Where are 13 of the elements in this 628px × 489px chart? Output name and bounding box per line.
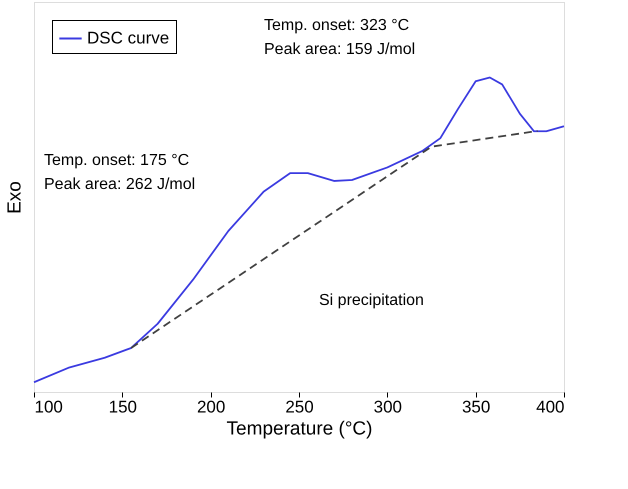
x-tick-label: 300 (374, 398, 402, 416)
text: Temp. onset: 323 °C Peak area: 159 J/mol (264, 17, 416, 58)
x-tick-label: 350 (462, 398, 490, 416)
x-axis-title: Temperature (°C) (226, 418, 372, 440)
x-tick-label: 100 (34, 398, 63, 416)
x-tick-label: 150 (108, 398, 138, 416)
x-tick-label: 400 (536, 398, 564, 416)
legend-label: DSC curve (87, 28, 170, 48)
y-axis-title: Exo (4, 181, 26, 214)
x-tick-label: 250 (285, 398, 314, 416)
annotation: Temp. onset: 175 °C Peak area: 262 J/mol (44, 152, 196, 193)
x-tick-label: 200 (196, 398, 226, 416)
annotation: Si precipitation (319, 292, 424, 309)
